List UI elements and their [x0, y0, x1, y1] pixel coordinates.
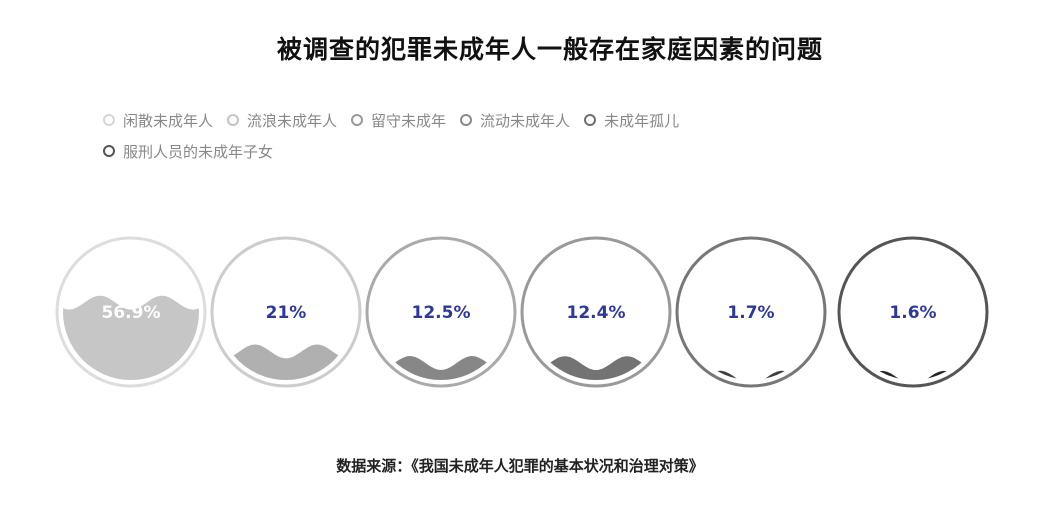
legend-label: 未成年孤儿	[604, 110, 679, 131]
legend-marker-icon	[103, 114, 115, 126]
gauge-2: 21%	[208, 238, 364, 390]
legend-label: 闲散未成年人	[123, 110, 213, 131]
legend-label: 流浪未成年人	[247, 110, 337, 131]
legend-item-vagrant[interactable]: 流浪未成年人	[227, 110, 337, 131]
gauge-fill	[208, 345, 364, 391]
legend-item-prisoner-children[interactable]: 服刑人员的未成年子女	[103, 141, 273, 162]
legend-marker-icon	[460, 114, 472, 126]
gauge-1: 56.9%	[53, 238, 209, 390]
legend-item-idle[interactable]: 闲散未成年人	[103, 110, 213, 131]
legend-row-2: 服刑人员的未成年子女	[103, 139, 803, 163]
gauge-value-label: 12.4%	[567, 303, 626, 323]
chart-title: 被调查的犯罪未成年人一般存在家庭因素的问题	[0, 30, 1040, 66]
gauge-value-label: 56.9%	[102, 303, 161, 323]
legend-marker-icon	[584, 114, 596, 126]
gauge-6: 1.6%	[835, 238, 991, 390]
liquid-fill-chart: 56.9% 21% 12.5% 12.4% 1.7% 1.6%	[0, 220, 1040, 400]
legend-label: 服刑人员的未成年子女	[123, 141, 273, 162]
legend: 闲散未成年人 流浪未成年人 留守未成年 流动未成年人 未成年孤儿 服刑人员的未成…	[103, 108, 803, 170]
gauge-3: 12.5%	[363, 238, 519, 390]
gauge-value-label: 21%	[266, 303, 307, 323]
legend-label: 留守未成年	[371, 110, 446, 131]
legend-marker-icon	[227, 114, 239, 126]
legend-marker-icon	[103, 145, 115, 157]
gauge-value-label: 1.7%	[727, 303, 774, 323]
legend-row-1: 闲散未成年人 流浪未成年人 留守未成年 流动未成年人 未成年孤儿	[103, 108, 803, 132]
gauge-value-label: 1.6%	[889, 303, 936, 323]
legend-item-migrant[interactable]: 流动未成年人	[460, 110, 570, 131]
gauge-value-label: 12.5%	[412, 303, 471, 323]
data-source: 数据来源：《我国未成年人犯罪的基本状况和治理对策》	[0, 455, 1040, 476]
legend-marker-icon	[351, 114, 363, 126]
legend-item-left-behind[interactable]: 留守未成年	[351, 110, 446, 131]
legend-item-orphan[interactable]: 未成年孤儿	[584, 110, 679, 131]
gauge-5: 1.7%	[673, 238, 829, 390]
legend-label: 流动未成年人	[480, 110, 570, 131]
gauge-4: 12.4%	[518, 238, 674, 390]
